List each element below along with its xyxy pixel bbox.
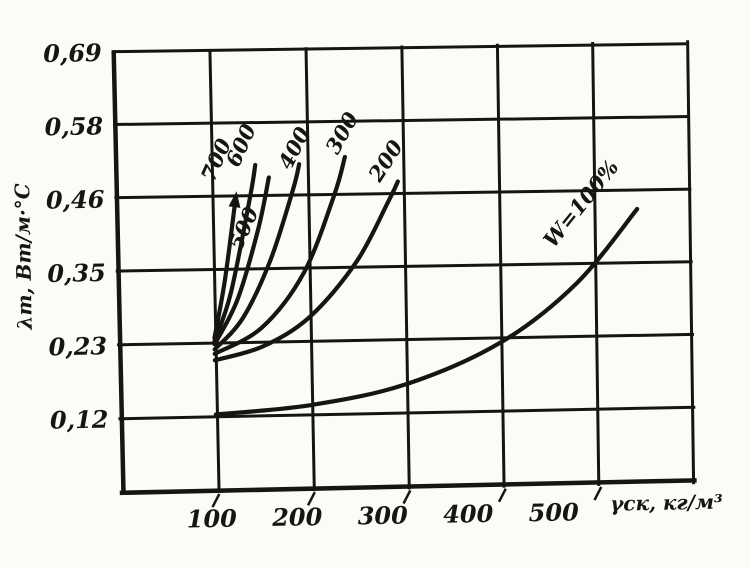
curve-label-W-100: W=100% (538, 155, 623, 252)
gridline-horizontal (119, 478, 697, 496)
x-tick-label: 200 (271, 502, 323, 532)
x-tick-label: 500 (528, 497, 579, 527)
curve-label-W-600: 600 (220, 120, 261, 171)
y-tick-label: 0,23 (48, 331, 107, 361)
x-tick-mark (593, 486, 603, 501)
curve-label-W-200: 200 (363, 135, 409, 187)
gridline-horizontal (118, 405, 696, 421)
curve-arrowhead-W-700 (228, 191, 241, 208)
y-tick-label: 0,35 (47, 258, 106, 288)
x-tick-mark (497, 488, 507, 503)
gridline-horizontal (114, 187, 692, 200)
x-tick-mark (402, 489, 412, 505)
gridline-horizontal (111, 42, 689, 54)
y-tick-label: 0,58 (44, 111, 103, 141)
y-tick-label: 0,69 (43, 38, 102, 68)
x-tick-label: 400 (443, 499, 494, 529)
gridline-horizontal (113, 115, 691, 127)
curve-W-300 (212, 154, 347, 356)
curve-label-W-300: 300 (320, 107, 363, 158)
x-tick-mark (306, 491, 316, 506)
y-tick-label: 0,12 (50, 405, 109, 435)
curve-W-600 (212, 162, 258, 344)
y-axis-label: λт, Вт/м·°С (10, 183, 37, 330)
x-tick-label: 300 (357, 500, 408, 530)
curve-W-100 (213, 206, 640, 417)
curve-W-200 (212, 179, 400, 363)
x-tick-mark (211, 493, 221, 508)
curve-W-400 (212, 162, 302, 352)
gridline-vertical (111, 50, 126, 495)
x-tick-label: 100 (186, 504, 237, 534)
curve-W-500 (212, 175, 271, 347)
curve-W-700 (212, 195, 238, 341)
x-axis-label: γск, кг/м³ (609, 489, 723, 516)
y-tick-label: 0,46 (46, 185, 105, 215)
